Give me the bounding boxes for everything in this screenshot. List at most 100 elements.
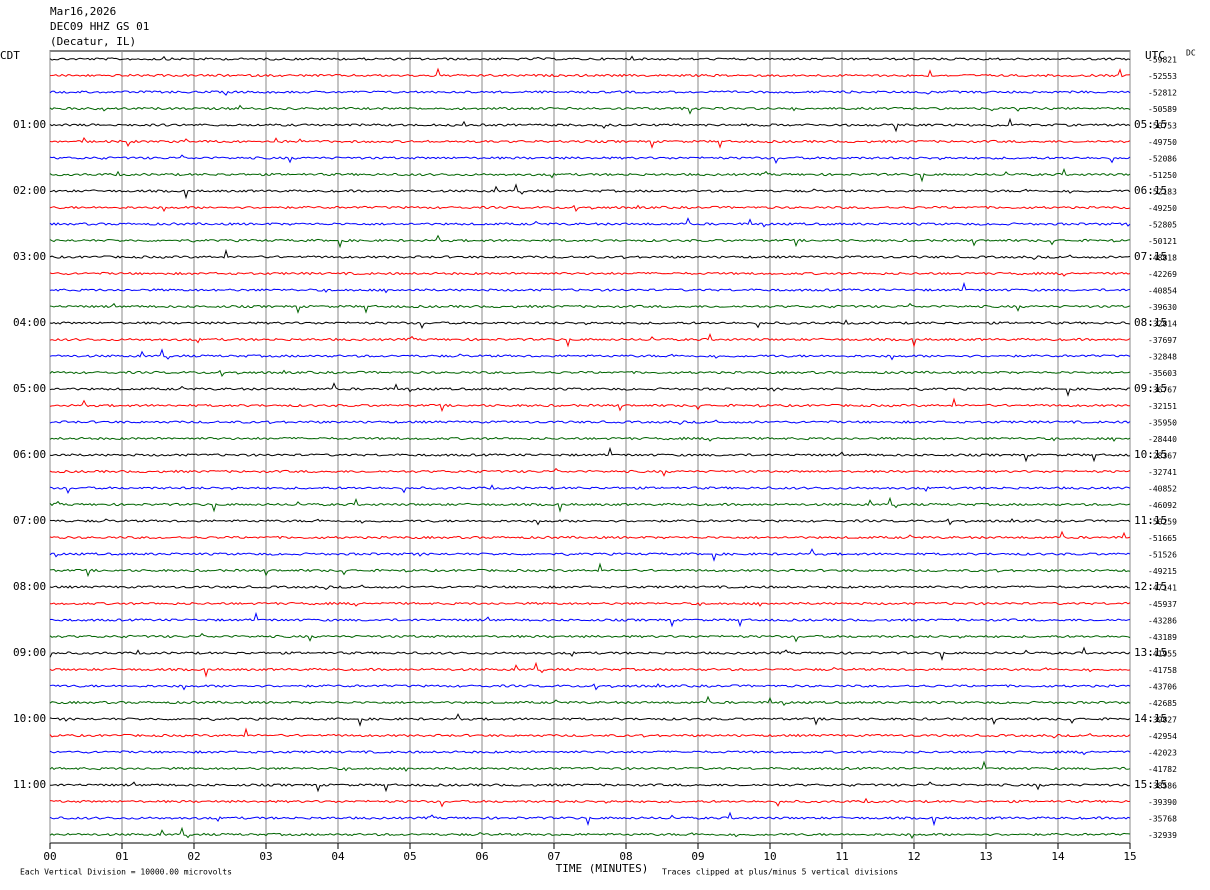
trace — [49, 204, 1131, 213]
left-time-label: 06:00 — [13, 448, 46, 461]
dc-offset: -28367 — [1148, 452, 1177, 461]
dc-offset: -59821 — [1148, 56, 1177, 65]
dc-offset: -52183 — [1148, 188, 1177, 197]
right-time-label: 09:15 — [1134, 382, 1167, 395]
dc-offset: -39827 — [1148, 716, 1177, 725]
trace — [49, 154, 1131, 164]
dc-offset: -28440 — [1148, 435, 1177, 444]
x-tick-label: 11 — [835, 850, 848, 863]
trace — [49, 397, 1130, 413]
trace — [49, 727, 1131, 739]
x-tick-label: 04 — [331, 850, 345, 863]
dc-offset: -35768 — [1148, 815, 1177, 824]
x-tick-label: 05 — [403, 850, 416, 863]
dc-offset: -52553 — [1148, 72, 1177, 81]
dc-offset: -37697 — [1148, 336, 1177, 345]
dc-offset: -43706 — [1148, 683, 1177, 692]
left-time-label: 07:00 — [13, 514, 46, 527]
trace — [49, 496, 1131, 513]
dc-offset: -42269 — [1148, 270, 1177, 279]
x-tick-label: 12 — [907, 850, 920, 863]
trace — [49, 348, 1131, 361]
left-time-label: 11:00 — [13, 778, 46, 791]
trace — [49, 67, 1131, 78]
x-tick-label: 01 — [115, 850, 128, 863]
trace — [49, 467, 1131, 477]
trace — [49, 632, 1131, 643]
trace — [49, 760, 1131, 772]
dc-offset: -50121 — [1148, 237, 1177, 246]
left-time-label: 04:00 — [13, 316, 46, 329]
dc-offset: -36767 — [1148, 386, 1177, 395]
left-time-label: 09:00 — [13, 646, 46, 659]
trace — [49, 137, 1131, 149]
trace — [49, 797, 1131, 808]
dc-offset: -48818 — [1148, 254, 1177, 263]
trace — [49, 611, 1131, 628]
dc-offset: -46092 — [1148, 501, 1177, 510]
trace — [49, 584, 1131, 591]
trace — [49, 167, 1131, 183]
dc-label: DC — [1186, 49, 1196, 58]
trace — [49, 55, 1131, 61]
dc-offset: -49215 — [1148, 567, 1177, 576]
left-time-label: 05:00 — [13, 382, 46, 395]
dc-offset: -50259 — [1148, 518, 1177, 527]
dc-offset: -43286 — [1148, 617, 1177, 626]
x-tick-label: 02 — [187, 850, 200, 863]
date: Mar16,2026 — [50, 5, 116, 18]
dc-offset: -35950 — [1148, 419, 1177, 428]
trace — [49, 104, 1131, 115]
dc-offset: -42954 — [1148, 732, 1177, 741]
dc-offset: -32814 — [1148, 320, 1177, 329]
dc-offset: -52812 — [1148, 89, 1177, 98]
dc-offset: -52086 — [1148, 155, 1177, 164]
dc-offset: -41782 — [1148, 765, 1177, 774]
x-axis-title: TIME (MINUTES) — [556, 862, 649, 875]
right-time-label: 15:15 — [1134, 778, 1167, 791]
trace — [49, 646, 1131, 661]
left-time-label: 03:00 — [13, 250, 46, 263]
x-tick-label: 15 — [1123, 850, 1136, 863]
left-time-label: 02:00 — [13, 184, 46, 197]
dc-offset: -32151 — [1148, 402, 1177, 411]
right-time-label: 12:15 — [1134, 580, 1167, 593]
left-time-label: 01:00 — [13, 118, 46, 131]
right-time-label: 14:15 — [1134, 712, 1167, 725]
dc-offset: -43189 — [1148, 633, 1177, 642]
scale-note: Each Vertical Division = 10000.00 microv… — [20, 868, 232, 877]
x-tick-label: 13 — [979, 850, 992, 863]
dc-offset: -32741 — [1148, 468, 1177, 477]
dc-offset: -39390 — [1148, 798, 1177, 807]
right-time-label: 05:15 — [1134, 118, 1167, 131]
trace — [49, 281, 1131, 294]
trace — [49, 436, 1131, 442]
left-time-label: 08:00 — [13, 580, 46, 593]
trace — [49, 484, 1131, 494]
location: (Decatur, IL) — [50, 35, 136, 48]
trace — [49, 683, 1131, 691]
trace — [49, 319, 1131, 329]
trace — [49, 248, 1131, 261]
x-tick-label: 14 — [1051, 850, 1065, 863]
trace — [49, 217, 1131, 228]
right-time-label: 07:15 — [1134, 250, 1167, 263]
dc-offset: -41955 — [1148, 650, 1177, 659]
trace — [49, 382, 1131, 397]
dc-offset: -52805 — [1148, 221, 1177, 230]
dc-offset: -49250 — [1148, 204, 1177, 213]
trace — [49, 530, 1131, 540]
trace — [49, 695, 1131, 707]
trace — [49, 183, 1131, 200]
x-tick-label: 03 — [259, 850, 272, 863]
trace — [49, 117, 1131, 133]
trace — [49, 548, 1131, 562]
dc-offset: -38586 — [1148, 782, 1177, 791]
trace — [49, 826, 1131, 840]
trace — [49, 750, 1131, 756]
dc-offset: -49750 — [1148, 138, 1177, 147]
right-time-label: 13:15 — [1134, 646, 1167, 659]
right-time-label: 10:15 — [1134, 448, 1167, 461]
